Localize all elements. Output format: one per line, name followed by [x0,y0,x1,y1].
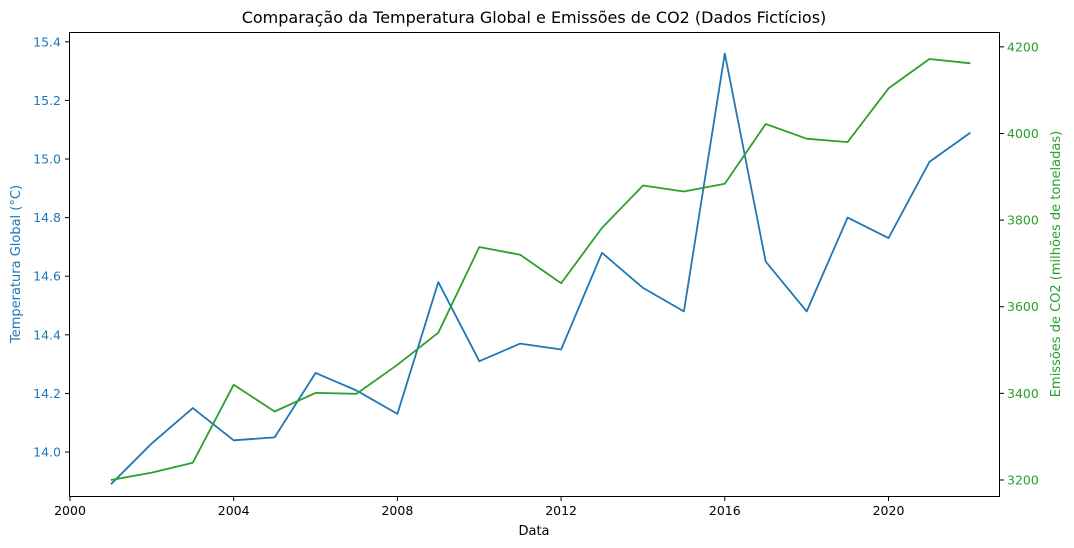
y-left-tick-label: 14.0 [33,445,61,460]
y-left-tick-label: 15.0 [33,152,61,167]
x-tick-label: 2000 [54,503,86,518]
y-left-tick-label: 15.4 [33,34,61,49]
y-axis-left-label: Temperatura Global (°C) [9,185,24,344]
temperature-line [110,52,971,485]
x-axis: 2000 2004 2008 2012 2016 2020 [54,496,904,518]
chart-title: Comparação da Temperatura Global e Emiss… [242,8,827,27]
x-tick-label: 2008 [381,503,413,518]
x-axis-label: Data [518,524,549,539]
y-right-tick-label: 4200 [1007,39,1039,54]
y-right-tick-label: 3800 [1007,213,1039,228]
y-axis-left: 14.0 14.2 14.4 14.6 14.8 15.0 15.2 15.4 [33,34,70,460]
y-left-tick-label: 14.8 [33,210,61,225]
plot-frame [69,32,1000,497]
y-right-tick-label: 3400 [1007,386,1039,401]
x-tick-label: 2012 [545,503,577,518]
y-left-tick-label: 15.2 [33,93,61,108]
x-tick-label: 2004 [218,503,250,518]
y-axis-right: 3200 3400 3600 3800 4000 4200 [999,39,1039,487]
x-tick-label: 2020 [873,503,905,518]
co2-emissions-line [110,58,971,481]
y-left-tick-label: 14.6 [33,269,61,284]
y-right-tick-label: 4000 [1007,126,1039,141]
y-left-tick-label: 14.4 [33,327,61,342]
y-right-tick-label: 3600 [1007,299,1039,314]
y-right-tick-label: 3200 [1007,472,1039,487]
y-left-tick-label: 14.2 [33,386,61,401]
y-axis-right-label: Emissões de CO2 (milhões de toneladas) [1049,131,1064,397]
series-group [110,52,971,485]
x-tick-label: 2016 [709,503,741,518]
